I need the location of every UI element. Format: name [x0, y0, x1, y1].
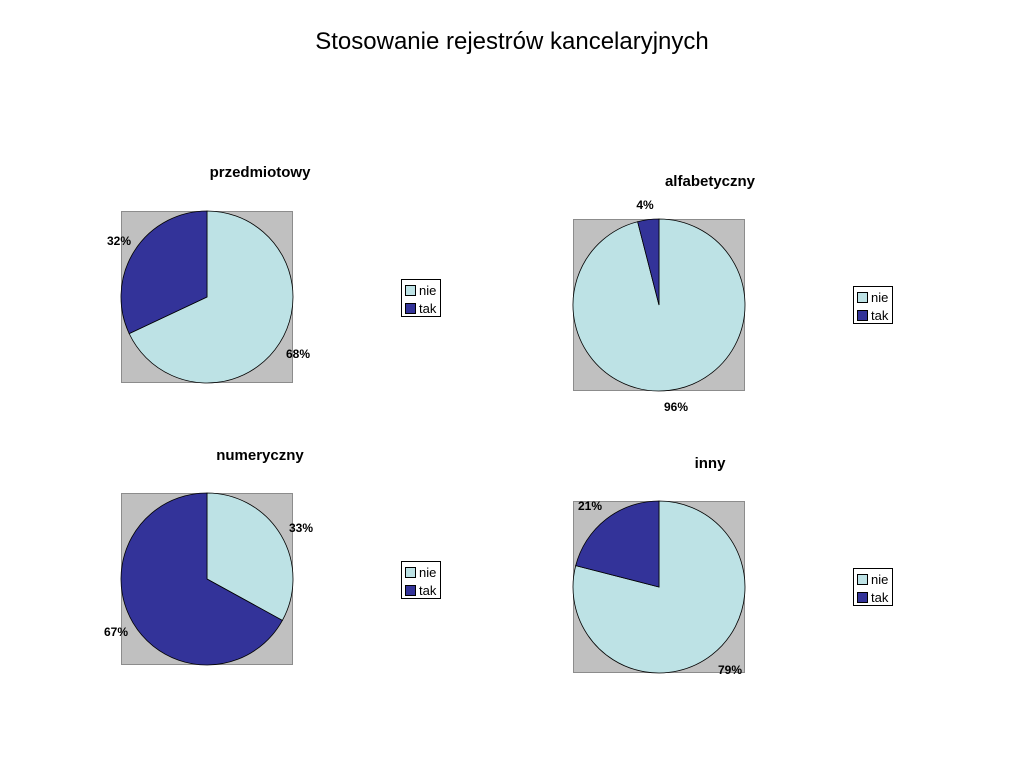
pie-slice-tak — [120, 210, 208, 335]
pie-slice-tak — [637, 218, 660, 306]
legend-przedmiotowy: nie tak — [401, 279, 441, 317]
legend-swatch-tak — [405, 584, 416, 596]
plot-area-przedmiotowy — [120, 210, 294, 384]
pct-label-nie-inny: 79% — [717, 663, 743, 677]
legend-label-nie: nie — [871, 571, 889, 587]
pie-inny — [572, 500, 746, 674]
pie-slice-nie — [128, 210, 294, 384]
pie-slice-tak — [575, 500, 660, 588]
legend-label-tak: tak — [419, 582, 437, 598]
pie-slice-tak — [120, 492, 283, 666]
legend-inny: nie tak — [853, 568, 893, 606]
legend-swatch-tak — [857, 591, 868, 603]
pct-label-nie-przedmiotowy: 68% — [285, 347, 311, 361]
legend-label-tak: tak — [419, 300, 437, 316]
legend-alfabetyczny: nie tak — [853, 286, 893, 324]
legend-label-nie: nie — [871, 289, 889, 305]
legend-swatch-nie — [857, 291, 868, 303]
plot-area-alfabetyczny — [572, 218, 746, 392]
legend-label-tak: tak — [871, 589, 889, 605]
legend-swatch-nie — [857, 573, 868, 585]
chart-title-inny: inny — [694, 455, 726, 472]
pie-slice-nie — [572, 500, 746, 674]
chart-title-numeryczny: numeryczny — [216, 447, 304, 464]
pct-label-tak-alfabetyczny: 4% — [636, 198, 654, 212]
plot-area-inny — [572, 500, 746, 674]
page-title: Stosowanie rejestrów kancelaryjnych — [315, 28, 709, 55]
legend-swatch-nie — [405, 284, 416, 296]
legend-swatch-tak — [857, 309, 868, 321]
legend-numeryczny: nie tak — [401, 561, 441, 599]
pct-label-tak-inny: 21% — [577, 499, 603, 513]
legend-swatch-nie — [405, 566, 416, 578]
pct-label-tak-numeryczny: 67% — [103, 625, 129, 639]
pct-label-nie-numeryczny: 33% — [288, 521, 314, 535]
chart-title-alfabetyczny: alfabetyczny — [664, 173, 756, 190]
chart-title-przedmiotowy: przedmiotowy — [209, 164, 311, 181]
legend-swatch-tak — [405, 302, 416, 314]
pie-alfabetyczny — [572, 218, 746, 392]
pie-przedmiotowy — [120, 210, 294, 384]
pct-label-nie-alfabetyczny: 96% — [663, 400, 689, 414]
legend-label-nie: nie — [419, 564, 437, 580]
legend-label-tak: tak — [871, 307, 889, 323]
pct-label-tak-przedmiotowy: 32% — [106, 234, 132, 248]
pie-numeryczny — [120, 492, 294, 666]
legend-label-nie: nie — [419, 282, 437, 298]
pie-slice-nie — [206, 492, 294, 621]
plot-area-numeryczny — [120, 492, 294, 666]
